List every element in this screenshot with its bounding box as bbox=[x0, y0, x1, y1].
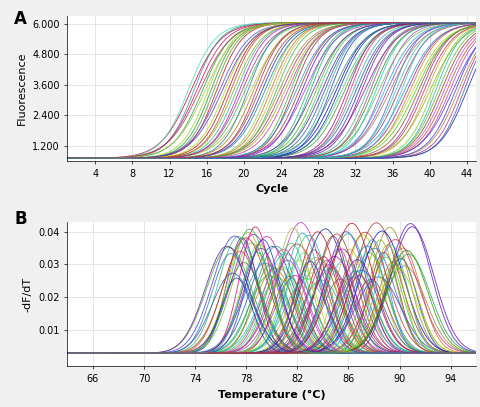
X-axis label: Temperature (°C): Temperature (°C) bbox=[217, 389, 325, 400]
Text: B: B bbox=[14, 210, 27, 228]
Y-axis label: Fluorescence: Fluorescence bbox=[16, 52, 26, 125]
X-axis label: Cycle: Cycle bbox=[254, 184, 288, 194]
Y-axis label: -dF/dT: -dF/dT bbox=[23, 276, 33, 311]
Text: A: A bbox=[14, 11, 27, 28]
